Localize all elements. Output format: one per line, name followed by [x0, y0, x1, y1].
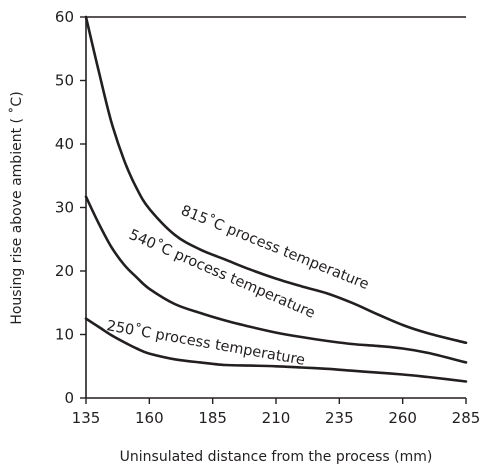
x-tick-label: 260 [388, 409, 417, 427]
x-tick-label: 210 [262, 409, 291, 427]
y-tick-label: 40 [55, 135, 74, 153]
ticks: 135 160 185 210 235 260 285 0 10 20 30 40 50 60 [55, 8, 480, 427]
series-540c-line [84, 195, 468, 364]
x-tick-label: 135 [72, 409, 101, 427]
x-tick-label: 185 [198, 409, 227, 427]
axes [85, 16, 466, 399]
series-540c-label: 540˚C process temperature [126, 226, 317, 322]
y-tick-label: 60 [55, 8, 74, 26]
y-tick-label: 30 [55, 199, 74, 217]
series-250c-label: 250˚C process temperature [105, 317, 306, 369]
x-tick-label: 160 [135, 409, 164, 427]
series-250c-line [84, 317, 468, 383]
x-tick-label: 235 [325, 409, 354, 427]
y-tick-label: 0 [64, 389, 74, 407]
y-tick-label: 10 [55, 326, 74, 344]
x-tick-label: 285 [452, 409, 481, 427]
y-tick-label: 50 [55, 72, 74, 90]
y-tick-label: 20 [55, 262, 74, 280]
y-axis-title: Housing rise above ambient ( ˚C) [8, 91, 25, 324]
x-axis-title: Uninsulated distance from the process (m… [120, 449, 433, 465]
series-lines [84, 15, 468, 383]
series-815c-line [84, 15, 468, 345]
